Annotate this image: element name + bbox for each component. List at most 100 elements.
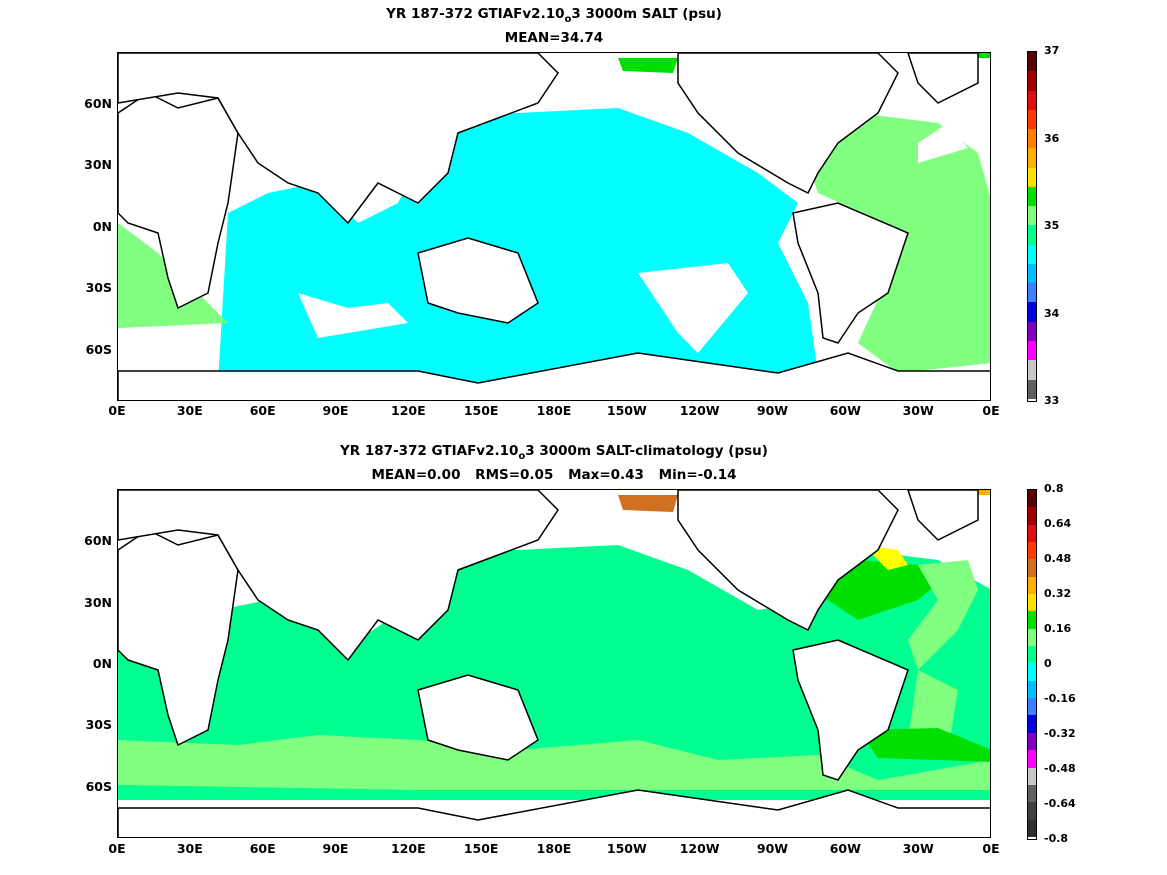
panel1-map [117,52,991,401]
panel1-lon-label: 0E [108,403,126,418]
panel1-lat-label: 60N [84,96,112,111]
panel1-colorbar-label: 34 [1044,307,1060,320]
panel1-title: YR 187-372 GTIAFv2.10o3 3000m SALT (psu) [117,6,991,25]
panel2-lon-label: 120W [679,841,720,856]
colorbar-swatch [1028,225,1036,245]
panel2-atlantic-light [908,560,978,670]
panel1-lon-label: 30W [902,403,934,418]
panel2-eurasia [118,490,559,662]
panel2-lon-label: 60E [249,841,276,856]
colorbar-swatch [1028,167,1036,187]
panel2-colorbar-label: 0.8 [1044,482,1064,495]
panel2-lon-label: 30E [176,841,203,856]
panel2-mean: MEAN=0.00 [371,467,461,483]
panel1-greenland [907,53,979,104]
panel2-north-atlantic-green [813,560,948,620]
panel1-ridge-2 [638,263,748,353]
panel2-australia [417,674,539,761]
panel2-colorbar-label: 0 [1044,657,1052,670]
colorbar-swatch [1028,819,1036,837]
panel1-lon-label: 0E [982,403,1000,418]
colorbar-swatch [1028,186,1036,207]
panel1-south-america [792,202,909,344]
panel1-lon-label: 90E [322,403,349,418]
panel1-field [118,53,990,400]
panel1-colorbar-label: 35 [1044,219,1060,232]
colorbar-swatch [1028,663,1036,681]
colorbar-swatch [1028,507,1036,525]
panel1-colorbar-label: 37 [1044,44,1060,57]
panel2-lon-label: 90W [756,841,789,856]
colorbar-swatch [1028,490,1036,508]
panel1-africa [118,92,239,310]
panel2-colorbar-label: 0.16 [1044,622,1072,635]
panel2-lon-label: 150E [463,841,499,856]
colorbar-swatch [1028,148,1036,168]
panel2-lat-label: 0N [92,656,112,671]
colorbar-swatch [1028,611,1036,629]
panel1-lon-label: 60E [249,403,276,418]
panel2-colorbar-label: -0.32 [1044,727,1076,740]
panel1-lon-label: 120E [391,403,426,418]
colorbar-swatch [1028,109,1036,130]
panel2-arctic-brown [618,495,678,512]
panel2-lat-label: 60S [85,779,112,794]
panel2-south-america [792,639,909,781]
panel2-title-sub: o [518,451,526,462]
colorbar-swatch [1028,784,1036,803]
panel2-lat-label: 30S [85,717,112,732]
panel1-land [118,53,990,400]
panel1-lon-label: 150E [463,403,499,418]
panel1-lon-label: 180E [536,403,572,418]
panel1-ridge-1 [298,293,408,338]
colorbar-swatch [1028,542,1036,560]
panel1-lat-label: 30S [85,280,112,295]
panel2-map [117,489,991,838]
panel2-min: Min=-0.14 [658,467,737,483]
panel2-land [118,490,990,837]
panel2-lon-label: 90E [322,841,349,856]
panel1-north-america [677,53,899,195]
colorbar-swatch [1028,263,1036,284]
panel2-lon-label: 0E [982,841,1000,856]
panel2-colorbar-label: -0.64 [1044,797,1076,810]
colorbar-swatch [1028,559,1036,577]
panel2-stats: MEAN=0.00 RMS=0.05 Max=0.43 Min=-0.14 [117,467,991,483]
colorbar-swatch [1028,90,1036,110]
panel2-lon-label: 180E [536,841,572,856]
panel1-colorbar-label: 36 [1044,132,1060,145]
panel1-lon-label: 90W [756,403,789,418]
panel1-title-suffix: 3 3000m SALT (psu) [571,6,722,22]
colorbar-swatch [1028,715,1036,733]
panel2-title: YR 187-372 GTIAFv2.10o3 3000m SALT-clima… [117,443,991,462]
colorbar-swatch [1028,340,1036,361]
panel2-title-prefix: YR 187-372 GTIAFv2.10 [340,443,519,459]
panel1-lon-label: 60W [829,403,861,418]
panel2-colorbar-label: -0.48 [1044,762,1076,775]
panel1-lon-label: 150W [606,403,647,418]
colorbar-swatch [1028,129,1036,149]
colorbar-swatch [1028,283,1036,303]
panel2-colorbar-label: 0.48 [1044,552,1072,565]
panel1-eurasia [118,53,559,225]
panel1-lat-label: 30N [84,157,112,172]
panel2-lat-label: 30N [84,595,112,610]
colorbar-swatch [1028,594,1036,612]
colorbar-swatch [1028,244,1036,264]
panel2-lon-label: 150W [606,841,647,856]
colorbar-swatch [1028,206,1036,226]
colorbar-swatch [1028,646,1036,664]
panel2-green-south [858,728,990,762]
panel2-north-america [677,490,899,632]
panel2-max: Max=0.43 [568,467,644,483]
panel2-lon-label: 0E [108,841,126,856]
colorbar-swatch [1028,750,1036,768]
panel2-rms: RMS=0.05 [475,467,554,483]
panel2-colorbar-label: -0.16 [1044,692,1076,705]
colorbar-swatch [1028,767,1036,785]
panel1-title-prefix: YR 187-372 GTIAFv2.10 [386,6,565,22]
panel1-arctic-field-2 [618,58,678,73]
panel2-southern-band [118,735,990,790]
panel2-colorbar-label: 0.32 [1044,587,1072,600]
colorbar-swatch [1028,360,1036,380]
